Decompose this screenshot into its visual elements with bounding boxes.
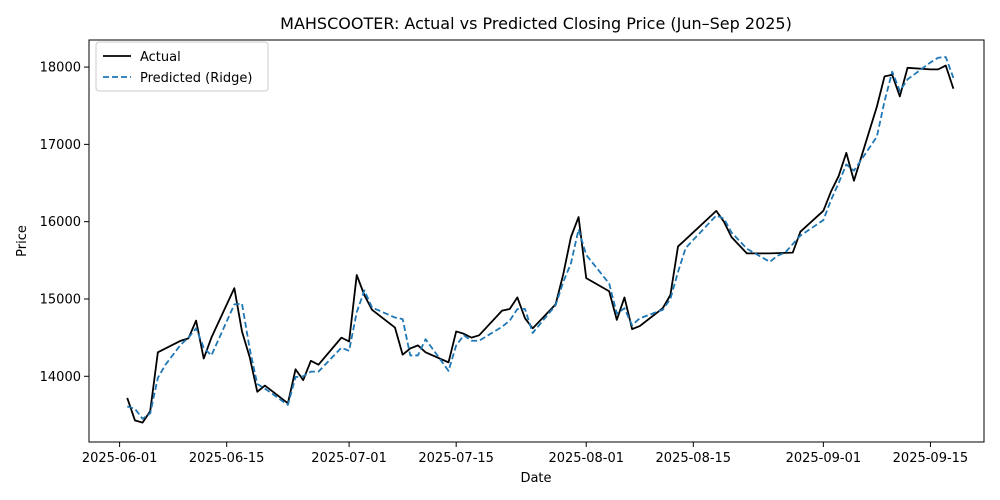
series-line-predicted [126,56,955,420]
x-axis-ticks: 2025-06-01 2025-06-15 2025-07-01 2025-07-15… [82,442,968,466]
x-tick-label: 2025-06-01 [82,451,158,466]
legend-label-predicted: Predicted (Ridge) [140,71,252,86]
chart-title: MAHSCOOTER: Actual vs Predicted Closing … [280,14,792,33]
x-tick-label: 2025-09-15 [893,451,969,466]
plot-area [126,56,955,424]
y-axis-label: Price [15,225,30,257]
y-tick-label: 17000 [40,138,81,153]
plot-frame [88,39,985,443]
legend: Actual Predicted (Ridge) [95,41,269,92]
legend-label-actual: Actual [140,50,181,65]
x-axis-label: Date [520,471,551,486]
legend-frame [95,41,269,92]
x-tick-label: 2025-08-01 [548,451,624,466]
x-tick-label: 2025-07-01 [311,451,387,466]
y-tick-label: 18000 [40,61,81,76]
x-tick-label: 2025-09-01 [786,451,862,466]
y-tick-label: 15000 [40,292,81,307]
x-tick-label: 2025-07-15 [418,451,494,466]
x-tick-label: 2025-08-15 [656,451,732,466]
series-line-actual [126,64,955,424]
y-tick-label: 14000 [40,370,81,385]
y-axis-ticks: 14000 15000 16000 17000 18000 [40,61,89,385]
x-tick-label: 2025-06-15 [189,451,265,466]
y-tick-label: 16000 [40,215,81,230]
